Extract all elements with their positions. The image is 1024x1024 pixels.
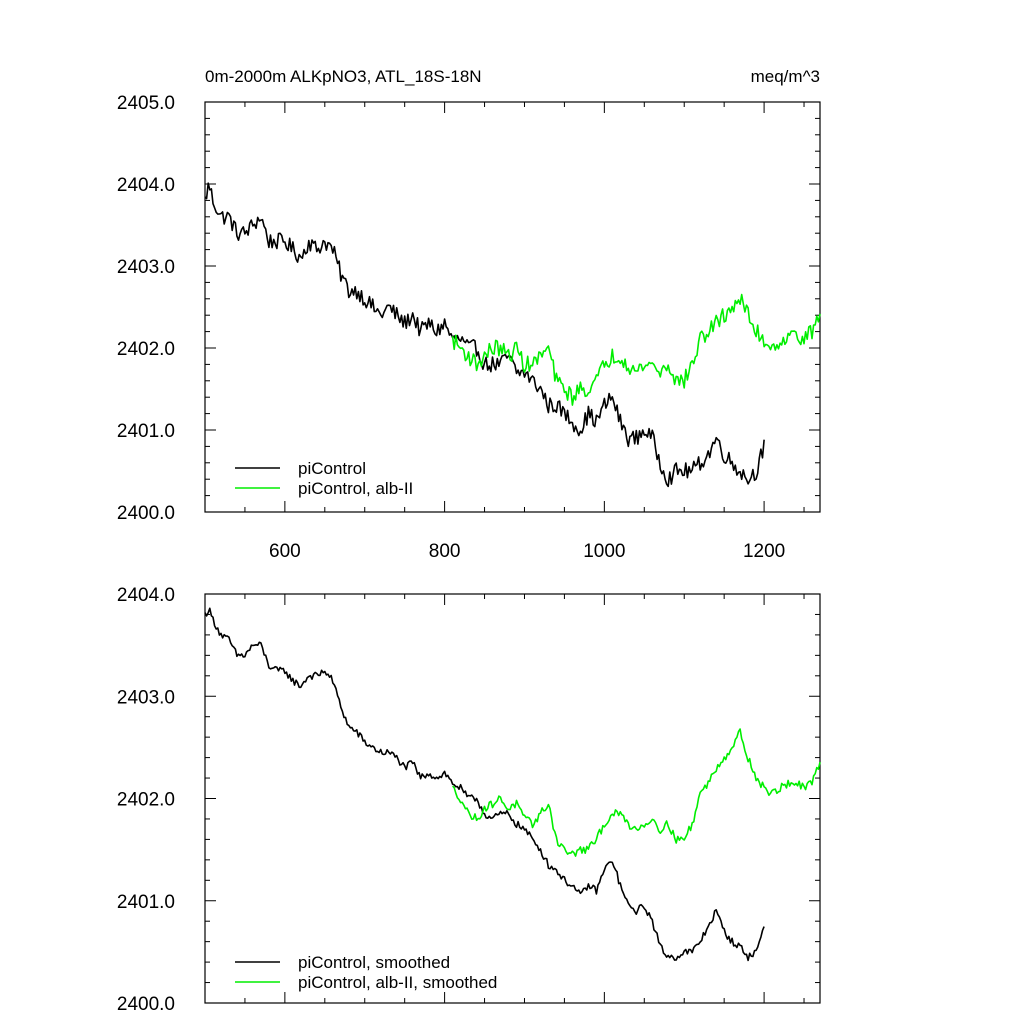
y-tick-label: 2403.0 xyxy=(117,257,175,278)
y-tick-label: 2404.0 xyxy=(117,175,175,196)
y-tick-label: 2400.0 xyxy=(117,503,175,524)
series-line xyxy=(204,607,765,962)
x-tick-label: 600 xyxy=(269,541,301,562)
y-tick-label: 2404.0 xyxy=(117,585,175,606)
series-line xyxy=(452,728,821,857)
y-tick-label: 2402.0 xyxy=(117,339,175,360)
y-tick-label: 2400.0 xyxy=(117,994,175,1015)
x-tick-label: 800 xyxy=(429,541,461,562)
x-tick-label: 1000 xyxy=(583,541,625,562)
plot-frame xyxy=(204,101,821,513)
chart-title: 0m-2000m ALKpNO3, ATL_18S-18N xyxy=(205,67,482,86)
plot-frame xyxy=(204,593,821,1004)
legend-label: piControl, alb-II xyxy=(298,479,413,498)
y-tick-label: 2405.0 xyxy=(117,93,175,114)
x-tick-label: 1200 xyxy=(743,541,785,562)
top-panel: 600 800 1000 1200 2400.0 2401.0 2402.0 2403.0 24… xyxy=(117,93,821,562)
y-tick-label: 2402.0 xyxy=(117,790,175,811)
legend-label: piControl, alb-II, smoothed xyxy=(298,973,497,992)
legend-label: piControl xyxy=(298,459,366,478)
y-tick-label: 2401.0 xyxy=(117,892,175,913)
y-tick-label: 2403.0 xyxy=(117,687,175,708)
y-tick-label: 2401.0 xyxy=(117,421,175,442)
legend-label: piControl, smoothed xyxy=(298,953,450,972)
units-label: meq/m^3 xyxy=(751,67,820,86)
series-line xyxy=(451,293,821,406)
series-line xyxy=(204,182,765,488)
bottom-panel: 2400.0 2401.0 2402.0 2403.0 2404.0 piControl,… xyxy=(117,585,821,1015)
